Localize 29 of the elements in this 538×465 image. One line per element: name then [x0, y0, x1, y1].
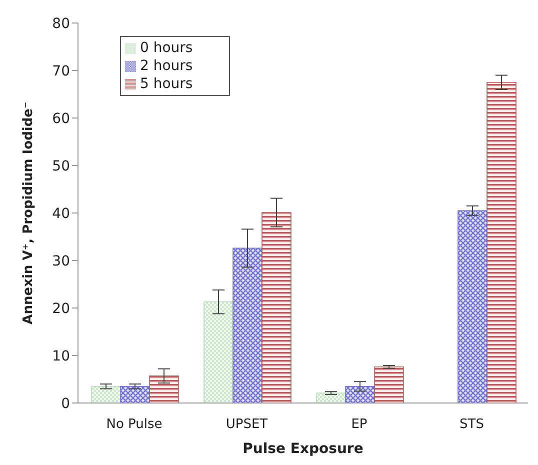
y-tick-label: 60 [52, 110, 70, 127]
x-axis-title: Pulse Exposure [242, 441, 364, 457]
bar [486, 82, 516, 403]
y-tick-label: 40 [52, 206, 70, 222]
y-tick-label: 20 [52, 300, 70, 317]
x-tick-label: EP [351, 417, 368, 432]
bar [262, 212, 292, 403]
bar [232, 248, 262, 403]
legend-label: 5 hours [140, 76, 193, 92]
y-tick-label: 80 [52, 16, 70, 32]
y-axis-title: Annexin V⁺, Propidium Iodide⁻ [21, 102, 36, 324]
x-tick-label: STS [460, 417, 484, 432]
bar [91, 386, 121, 403]
bar [149, 376, 179, 403]
y-tick-label: 30 [52, 253, 70, 270]
y-tick-label: 0 [61, 396, 70, 412]
legend-label: 2 hours [140, 58, 193, 74]
bar [458, 210, 488, 403]
bar [374, 366, 404, 403]
bar [204, 301, 234, 403]
y-tick-label: 10 [52, 348, 70, 364]
bar [120, 386, 150, 403]
x-tick-label: UPSET [226, 417, 268, 432]
bar [316, 392, 346, 403]
y-tick-label: 50 [52, 158, 70, 174]
legend-label: 0 hours [140, 40, 193, 56]
x-tick-label: No Pulse [106, 417, 162, 432]
bar [345, 386, 375, 403]
y-tick-label: 70 [52, 63, 70, 80]
